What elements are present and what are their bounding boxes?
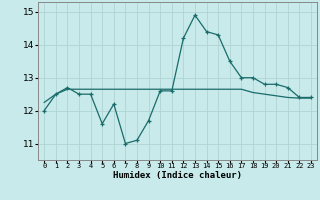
X-axis label: Humidex (Indice chaleur): Humidex (Indice chaleur) — [113, 171, 242, 180]
